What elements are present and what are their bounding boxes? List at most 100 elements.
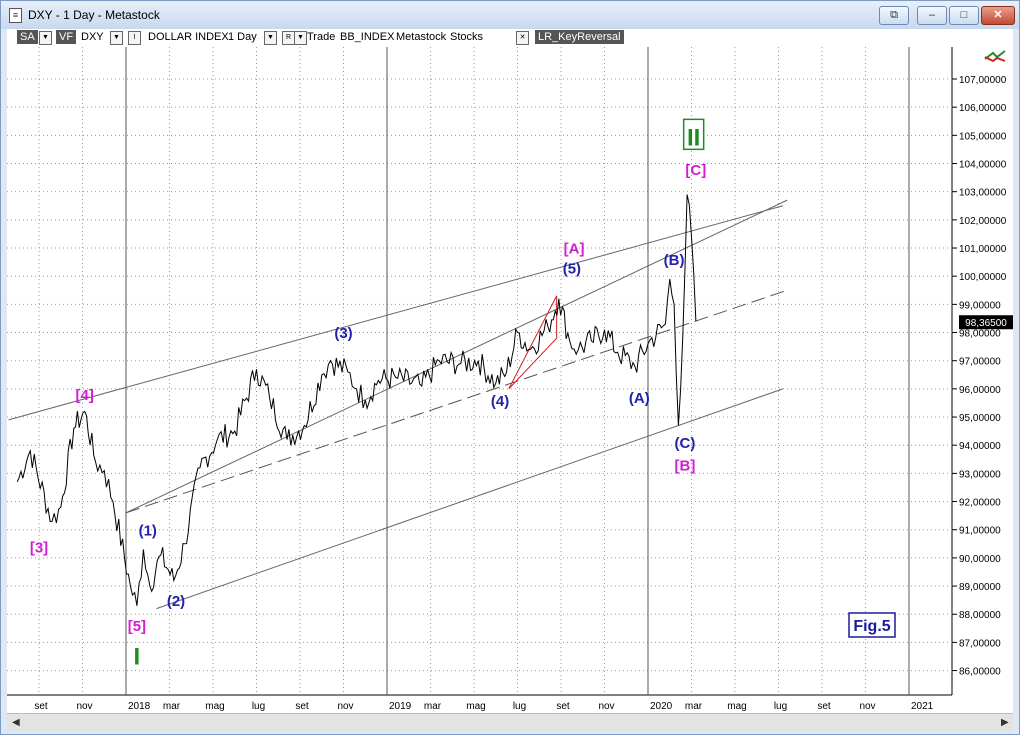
price-tick-label: 95,00000 (959, 413, 1001, 424)
sa-button[interactable]: SA (17, 30, 38, 44)
price-tick-label: 98,00000 (959, 329, 1001, 340)
time-tick-label: set (295, 701, 309, 712)
maximize-button[interactable]: □ (949, 6, 979, 25)
wave-label: [C] (685, 162, 706, 179)
wave-label: (C) (675, 435, 696, 452)
wave-label: [A] (564, 241, 585, 258)
wave-label: (5) (563, 260, 581, 277)
horizontal-scrollbar[interactable]: ◀ ▶ (7, 713, 1013, 732)
price-line (16, 194, 697, 606)
wave-label: (1) (139, 522, 157, 539)
time-tick-label: lug (252, 701, 265, 712)
close-button[interactable]: ✕ (981, 6, 1015, 25)
last-price-label: 98,36500 (965, 318, 1007, 329)
price-tick-label: 92,00000 (959, 498, 1001, 509)
document-icon: ≡ (9, 8, 22, 23)
ending-diagonal-triangle (508, 295, 558, 390)
minimize-button[interactable]: – (917, 6, 947, 25)
wave-ii-label: II (687, 124, 700, 151)
time-scale: set nov 2018 mar mag lug set nov 2019 mar mag lug se… (34, 701, 933, 712)
trend-channels (8, 199, 788, 610)
price-tick-label: 102,00000 (959, 216, 1007, 227)
price-tick-label: 101,00000 (959, 244, 1007, 255)
trade-label: Trade (307, 31, 336, 43)
figure-label-box: Fig.5 (848, 612, 896, 638)
wave-label: [3] (30, 539, 48, 556)
time-tick-label: mag (205, 701, 224, 712)
wave-label: (2) (167, 593, 185, 610)
wave-label: (A) (629, 390, 650, 407)
indicator-tag[interactable]: LR_KeyReversal (535, 30, 624, 44)
title-bar: ≡ DXY - 1 Day - Metastock ⧉ – □ ✕ (1, 1, 1019, 29)
wave-i-label: I (134, 643, 141, 670)
price-tick-label: 100,00000 (959, 272, 1007, 283)
plot-area (7, 47, 952, 713)
time-tick-label: mag (727, 701, 746, 712)
price-tick-label: 93,00000 (959, 469, 1001, 480)
chart-toolbar: SA ▼ VF DXY ▼ I DOLLAR INDEX 1 Day ▼ R ▼… (7, 29, 1013, 47)
time-tick-label: nov (76, 701, 92, 712)
time-tick-label: 2021 (911, 701, 934, 712)
price-tick-label: 90,00000 (959, 554, 1001, 565)
time-tick-label: set (817, 701, 831, 712)
time-tick-label: mar (685, 701, 703, 712)
price-tick-label: 107,00000 (959, 75, 1007, 86)
wave-label: (B) (664, 252, 685, 269)
security-name: DOLLAR INDEX (148, 31, 229, 43)
price-tick-label: 104,00000 (959, 160, 1007, 171)
time-tick-label: lug (774, 701, 787, 712)
time-tick-label: mar (163, 701, 181, 712)
price-tick-label: 94,00000 (959, 441, 1001, 452)
time-tick-label: set (556, 701, 570, 712)
period-dropdown[interactable]: ▼ (264, 31, 277, 45)
price-tick-label: 87,00000 (959, 638, 1001, 649)
price-tick-label: 96,00000 (959, 385, 1001, 396)
time-tick-label: 2020 (650, 701, 673, 712)
price-chart[interactable]: 107,00000 106,00000 105,00000 104,00000 103,… (7, 47, 1013, 713)
price-tick-label: 97,00000 (959, 357, 1001, 368)
symbol-dropdown[interactable]: ▼ (110, 31, 123, 45)
price-tick-label: 88,00000 (959, 610, 1001, 621)
vf-button[interactable]: VF (56, 30, 77, 44)
grid (7, 47, 952, 695)
scroll-right-icon[interactable]: ▶ (1001, 717, 1009, 728)
time-tick-label: set (34, 701, 48, 712)
restore-button[interactable]: ⧉ (879, 6, 909, 25)
wave-label: [5] (128, 618, 146, 635)
wave-ii-box (682, 118, 705, 151)
window-title: DXY - 1 Day - Metastock (28, 8, 160, 22)
wave-label: [4] (76, 387, 94, 404)
provider-label: Metastock (396, 31, 447, 43)
source-label: BB_INDEX (340, 31, 395, 43)
price-axis-area (952, 47, 1013, 713)
figure-label: Fig.5 (853, 618, 890, 635)
wave-label: [B] (675, 458, 696, 475)
key-reversal-icon (984, 50, 1006, 63)
time-tick-label: mar (424, 701, 442, 712)
price-tick-label: 86,00000 (959, 667, 1001, 678)
time-tick-label: lug (513, 701, 526, 712)
refresh-dropdown[interactable]: ▼ (294, 31, 307, 45)
price-tick-label: 89,00000 (959, 582, 1001, 593)
wave-label: (3) (334, 325, 352, 342)
time-tick-label: nov (859, 701, 875, 712)
time-tick-label: 2018 (128, 701, 151, 712)
price-tick-label: 99,00000 (959, 300, 1001, 311)
midline-upper-line (8, 205, 783, 421)
wave-annotations: [3] [4] (1) (2) [5] (3) (4) [A] (5) (A) (B) (C) [B] [… (30, 118, 706, 670)
time-tick-label: 2019 (389, 701, 412, 712)
last-price-tag: 98,36500 (959, 315, 1013, 330)
channel-upper-line (125, 199, 788, 514)
price-tick-label: 106,00000 (959, 103, 1007, 114)
scroll-left-icon[interactable]: ◀ (12, 717, 20, 728)
time-tick-label: mag (466, 701, 485, 712)
time-tick-label: nov (337, 701, 353, 712)
time-tick-label: nov (598, 701, 614, 712)
price-tick-label: 105,00000 (959, 131, 1007, 142)
sa-dropdown[interactable]: ▼ (39, 31, 52, 45)
remove-indicator-button[interactable]: ✕ (516, 31, 529, 45)
symbol-label: DXY (81, 31, 104, 43)
info-button[interactable]: I (128, 31, 141, 45)
wave-label: (4) (491, 393, 509, 410)
